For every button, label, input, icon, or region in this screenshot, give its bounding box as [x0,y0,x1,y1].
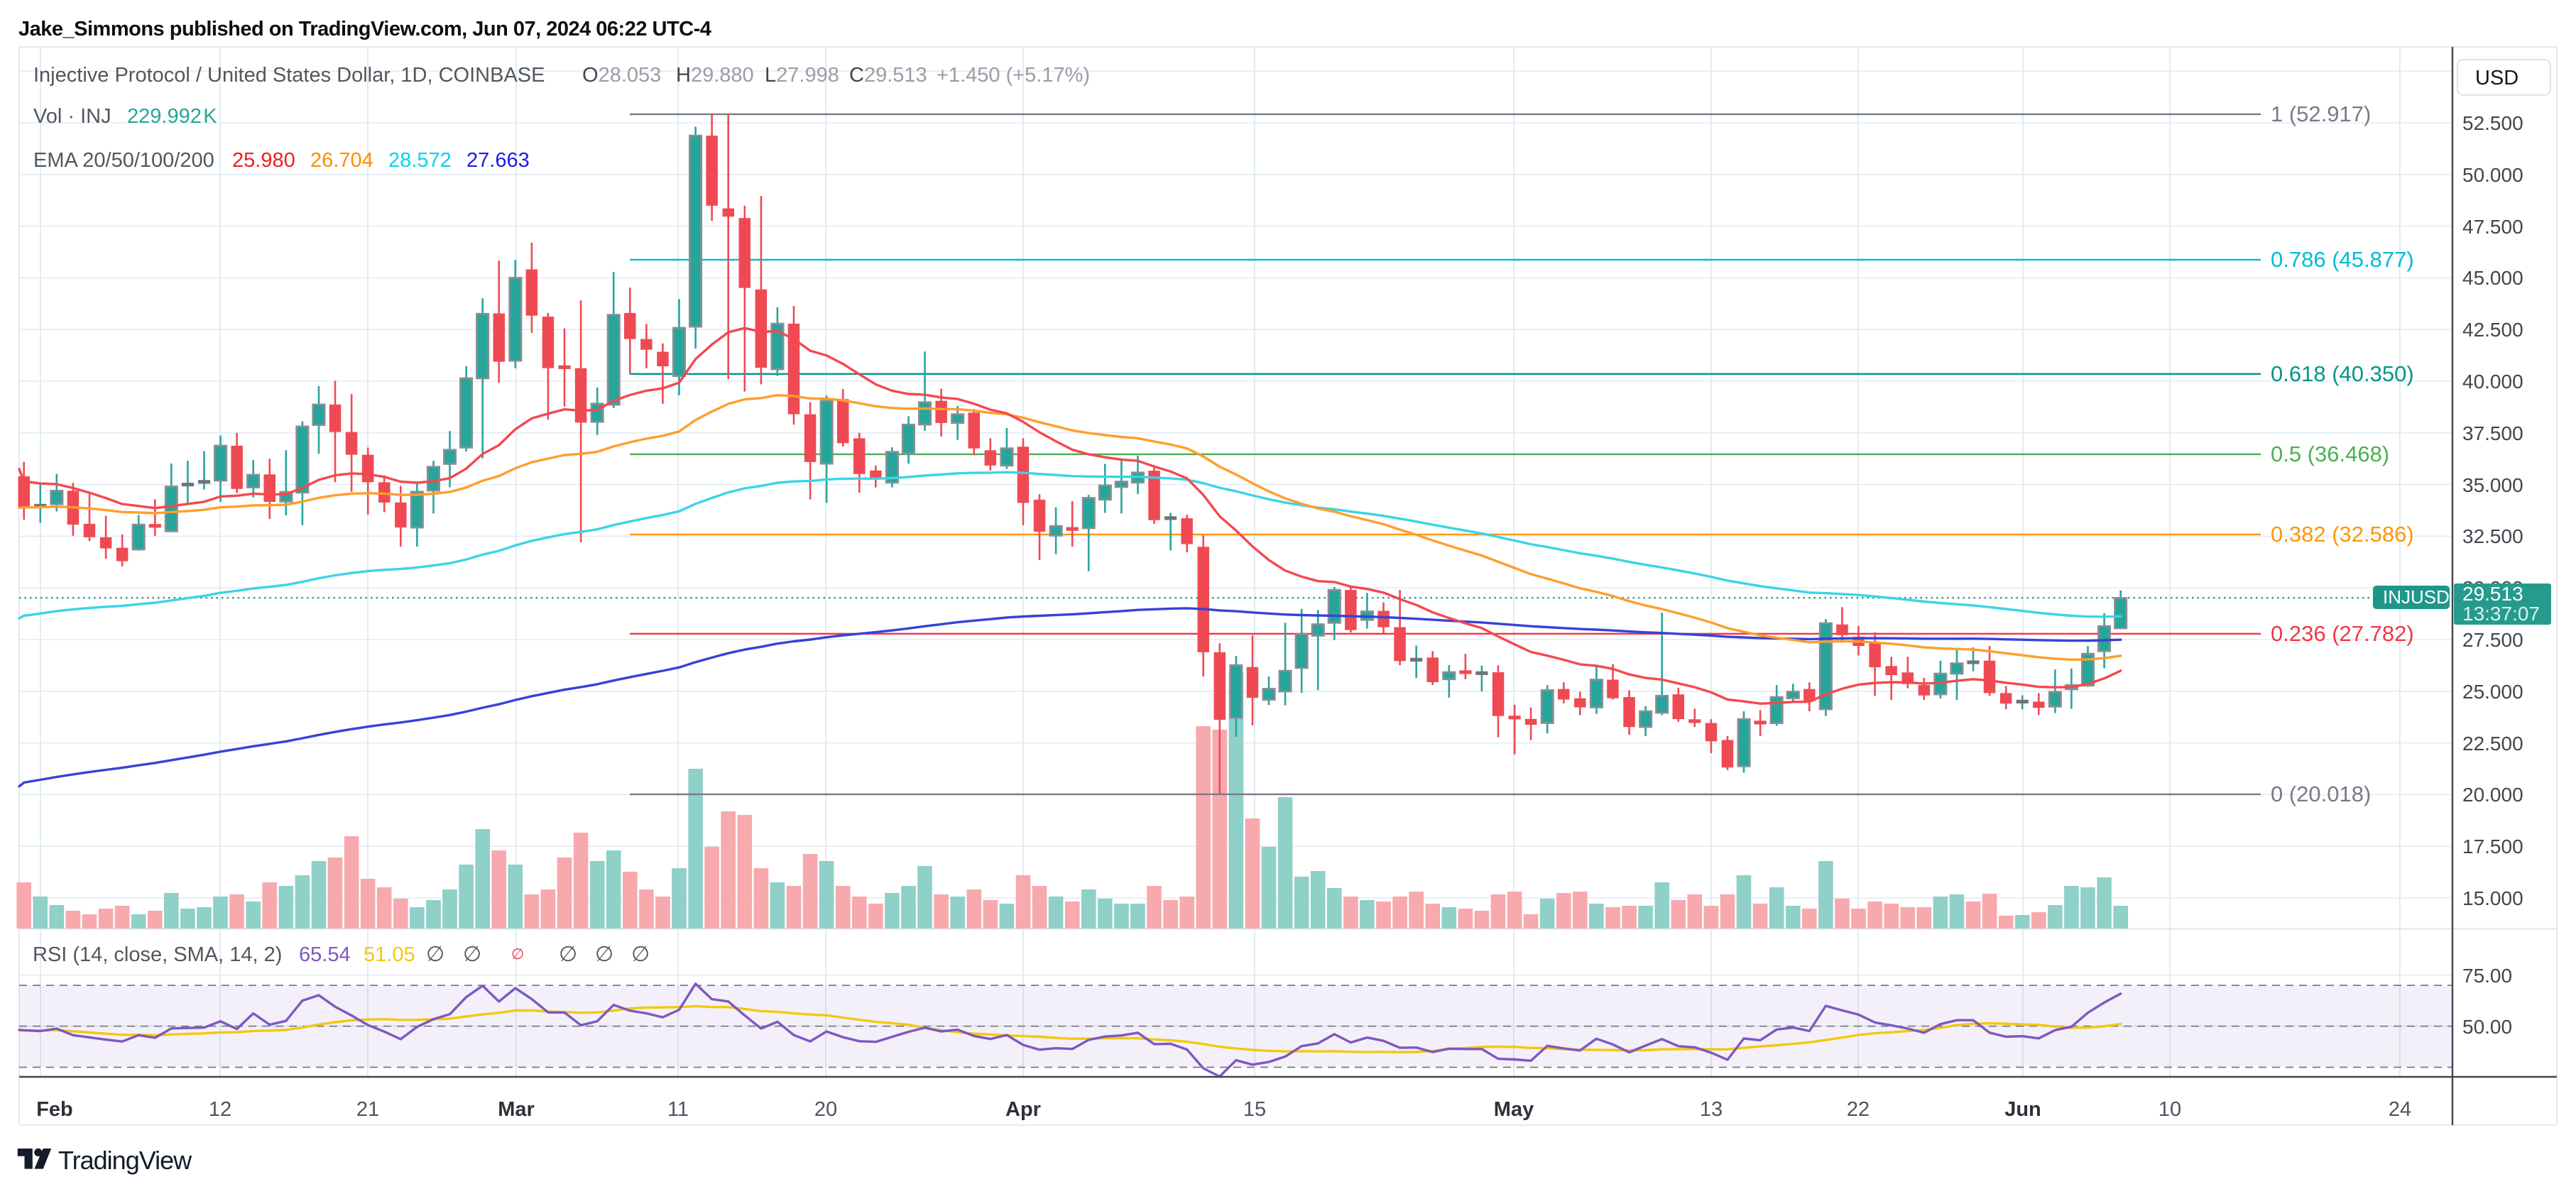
svg-text:Feb: Feb [36,1098,73,1121]
svg-text:USD: USD [2475,67,2518,89]
svg-text:25.000: 25.000 [2462,681,2523,703]
svg-text:24: 24 [2389,1098,2411,1121]
svg-text:22: 22 [1847,1098,1870,1121]
svg-text:∅: ∅ [426,943,444,966]
svg-text:10: 10 [2159,1098,2181,1121]
svg-text:Apr: Apr [1005,1098,1041,1121]
svg-text:Jun: Jun [2004,1098,2041,1121]
svg-text:37.500: 37.500 [2462,422,2523,444]
svg-text:26.704: 26.704 [310,149,373,172]
svg-text:50.00: 50.00 [2462,1016,2512,1038]
svg-text:13:37:07: 13:37:07 [2462,603,2540,625]
svg-text:27.663: 27.663 [466,149,530,172]
svg-text:65.54: 65.54 [299,943,351,966]
svg-text:50.000: 50.000 [2462,164,2523,186]
svg-text:17.500: 17.500 [2462,835,2523,857]
svg-text:32.500: 32.500 [2462,525,2523,547]
svg-text:229.992 K: 229.992 K [127,105,217,128]
svg-text:15: 15 [1243,1098,1266,1121]
svg-text:Vol · INJ: Vol · INJ [33,105,111,128]
svg-text:C29.513: C29.513 [849,64,927,87]
svg-text:Jake_Simmons published on Trad: Jake_Simmons published on TradingView.co… [18,18,711,40]
svg-text:EMA 20/50/100/200: EMA 20/50/100/200 [33,149,214,172]
svg-text:20.000: 20.000 [2462,784,2523,806]
svg-text:40.000: 40.000 [2462,371,2523,393]
svg-text:0.786 (45.877): 0.786 (45.877) [2271,247,2414,272]
svg-text:29.513: 29.513 [2462,583,2523,605]
svg-text:May: May [1494,1098,1534,1121]
svg-text:0.5 (36.468): 0.5 (36.468) [2271,442,2389,466]
svg-text:O28.053: O28.053 [582,64,661,87]
svg-text:28.572: 28.572 [388,149,452,172]
svg-text:13: 13 [1700,1098,1723,1121]
svg-text:RSI (14, close, SMA, 14, 2): RSI (14, close, SMA, 14, 2) [33,943,282,966]
svg-text:35.000: 35.000 [2462,474,2523,496]
svg-text:27.500: 27.500 [2462,629,2523,651]
svg-text:45.000: 45.000 [2462,267,2523,289]
svg-text:75.00: 75.00 [2462,965,2512,987]
svg-text:21: 21 [356,1098,379,1121]
svg-text:TradingView: TradingView [58,1146,192,1175]
svg-text:51.05: 51.05 [364,943,415,966]
svg-text:0.382 (32.586): 0.382 (32.586) [2271,522,2414,547]
svg-text:47.500: 47.500 [2462,216,2523,238]
svg-text:11: 11 [667,1098,689,1121]
svg-text:0 (20.018): 0 (20.018) [2271,782,2371,806]
svg-text:∅: ∅ [511,946,524,963]
svg-text:∅: ∅ [631,943,650,966]
svg-text:INJUSD: INJUSD [2383,586,2450,608]
svg-text:0.236 (27.782): 0.236 (27.782) [2271,621,2414,646]
svg-text:20: 20 [814,1098,837,1121]
svg-text:+1.450 (+5.17%): +1.450 (+5.17%) [937,64,1090,87]
svg-text:Injective Protocol / United St: Injective Protocol / United States Dolla… [33,64,545,87]
svg-text:0.618 (40.350): 0.618 (40.350) [2271,361,2414,386]
svg-text:25.980: 25.980 [232,149,295,172]
svg-text:∅: ∅ [559,943,577,966]
svg-text:∅: ∅ [595,943,613,966]
svg-text:L27.998: L27.998 [765,64,839,87]
svg-text:H29.880: H29.880 [676,64,754,87]
svg-text:52.500: 52.500 [2462,112,2523,134]
svg-text:1 (52.917): 1 (52.917) [2271,102,2371,126]
svg-text:Mar: Mar [498,1098,535,1121]
svg-text:22.500: 22.500 [2462,733,2523,755]
svg-text:12: 12 [209,1098,231,1121]
svg-text:∅: ∅ [463,943,481,966]
svg-text:42.500: 42.500 [2462,319,2523,341]
svg-text:15.000: 15.000 [2462,887,2523,909]
